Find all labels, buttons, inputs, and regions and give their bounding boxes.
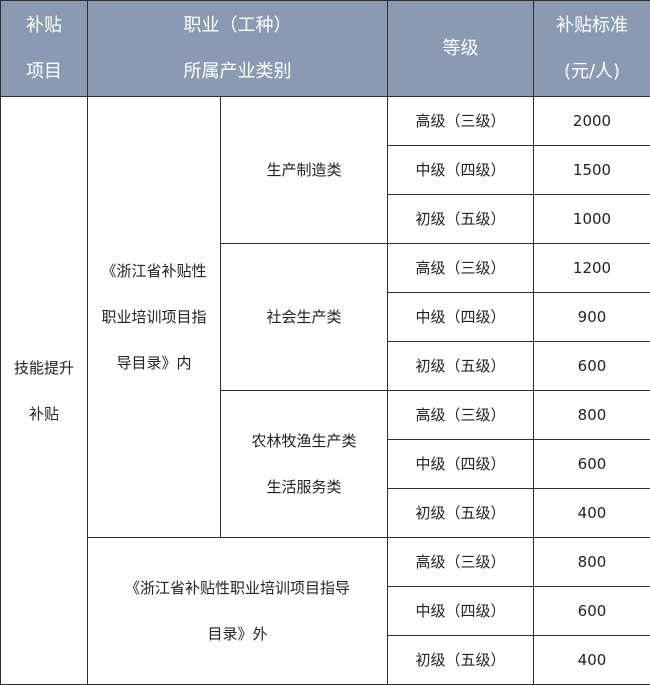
level-cell: 高级（三级）: [388, 538, 534, 587]
amount-cell: 600: [534, 440, 650, 489]
amount-cell: 800: [534, 538, 650, 587]
subsidy-item-cell: 技能提升补贴: [1, 97, 88, 685]
table-row: 《浙江省补贴性职业培训项目指导目录》外 高级（三级） 800: [1, 538, 650, 587]
header-row: 补贴项目 职业（工种）所属产业类别 等级 补贴标准(元/人): [1, 1, 650, 97]
amount-cell: 800: [534, 391, 650, 440]
level-cell: 初级（五级）: [388, 342, 534, 391]
category-cell: 农林牧渔生产类生活服务类: [221, 391, 388, 538]
header-level: 等级: [388, 1, 534, 97]
header-occupation: 职业（工种）所属产业类别: [88, 1, 388, 97]
amount-cell: 1000: [534, 195, 650, 244]
header-standard: 补贴标准(元/人): [534, 1, 650, 97]
scope-in-cell: 《浙江省补贴性职业培训项目指导目录》内: [88, 97, 221, 538]
level-cell: 高级（三级）: [388, 391, 534, 440]
category-cell: 生产制造类: [221, 97, 388, 244]
level-cell: 初级（五级）: [388, 489, 534, 538]
amount-cell: 900: [534, 293, 650, 342]
level-cell: 中级（四级）: [388, 146, 534, 195]
category-cell: 社会生产类: [221, 244, 388, 391]
amount-cell: 600: [534, 342, 650, 391]
level-cell: 中级（四级）: [388, 440, 534, 489]
amount-cell: 600: [534, 587, 650, 636]
amount-cell: 2000: [534, 97, 650, 146]
amount-cell: 400: [534, 636, 650, 685]
level-cell: 初级（五级）: [388, 195, 534, 244]
level-cell: 中级（四级）: [388, 293, 534, 342]
amount-cell: 1200: [534, 244, 650, 293]
amount-cell: 1500: [534, 146, 650, 195]
level-cell: 初级（五级）: [388, 636, 534, 685]
level-cell: 高级（三级）: [388, 244, 534, 293]
table-row: 技能提升补贴 《浙江省补贴性职业培训项目指导目录》内 生产制造类 高级（三级） …: [1, 97, 650, 146]
header-item: 补贴项目: [1, 1, 88, 97]
scope-out-cell: 《浙江省补贴性职业培训项目指导目录》外: [88, 538, 388, 685]
amount-cell: 400: [534, 489, 650, 538]
level-cell: 中级（四级）: [388, 587, 534, 636]
level-cell: 高级（三级）: [388, 97, 534, 146]
